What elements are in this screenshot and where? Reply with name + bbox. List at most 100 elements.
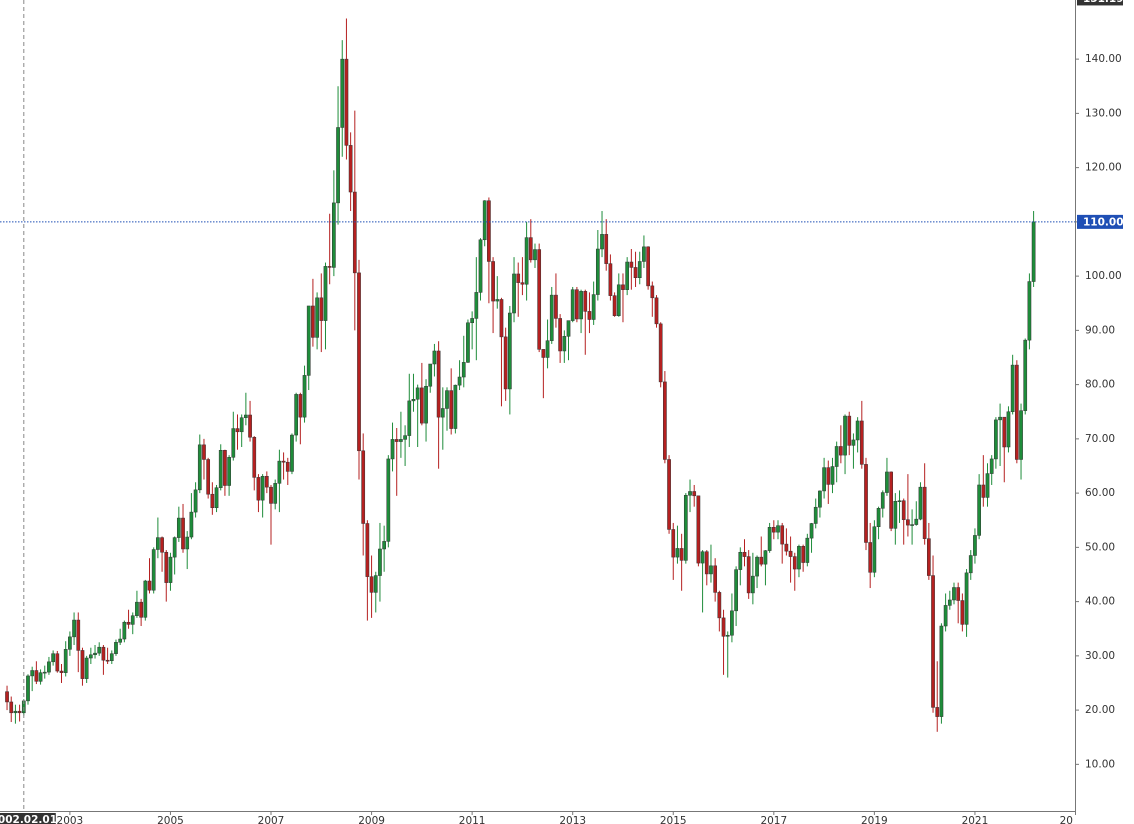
candle-body <box>629 261 634 268</box>
candle-body <box>277 460 282 484</box>
candle-body <box>105 659 110 662</box>
y-tick-label: 120.00 <box>1085 162 1122 174</box>
candle-body <box>239 417 244 433</box>
candle-body <box>780 525 785 545</box>
candle-body <box>210 493 215 509</box>
candle-body <box>260 476 265 501</box>
candle-body <box>487 200 491 262</box>
candle-body <box>491 261 495 302</box>
x-tick-label: 2007 <box>258 815 285 824</box>
candle-body <box>742 551 747 557</box>
candle-body <box>931 575 935 708</box>
candle-body <box>403 435 407 440</box>
candle-body <box>424 385 428 424</box>
candle-body <box>788 550 793 557</box>
candle-body <box>968 555 973 574</box>
candle-body <box>76 619 81 651</box>
candle-body <box>306 305 311 376</box>
candle-body <box>642 246 646 262</box>
candle-body <box>927 538 931 576</box>
candle-body <box>26 675 30 702</box>
candle-body <box>503 336 508 390</box>
candle-body <box>575 289 579 320</box>
candle-body <box>973 535 977 556</box>
candle-body <box>696 495 701 564</box>
candle-body <box>214 487 219 509</box>
candle-body <box>415 387 420 400</box>
x-tick-label: 2013 <box>559 815 586 824</box>
candle-body <box>315 297 319 338</box>
candle-body <box>445 390 449 409</box>
candle-body <box>738 551 743 570</box>
candle-body <box>1002 416 1007 448</box>
candle-body <box>143 580 148 618</box>
candle-body <box>625 261 630 290</box>
candle-body <box>1010 364 1015 412</box>
candle-body <box>231 428 236 458</box>
candle-body <box>495 299 500 302</box>
candle-body <box>834 446 839 467</box>
candle-body <box>59 670 64 673</box>
candle-body <box>717 592 722 619</box>
candle-body <box>344 58 349 146</box>
candle-body <box>298 394 303 418</box>
candle-body <box>294 394 299 436</box>
candle-body <box>394 439 399 442</box>
x-tick-label: 2003 <box>57 815 84 824</box>
candle-body <box>185 536 190 550</box>
candle-body <box>528 237 533 261</box>
candle-body <box>537 249 542 350</box>
candle-body <box>646 246 650 287</box>
y-tick-label: 50.00 <box>1085 541 1115 553</box>
candle-body <box>55 653 60 672</box>
candle-body <box>218 450 223 488</box>
candle-body <box>168 556 173 583</box>
candle-body <box>730 610 734 636</box>
candle-body <box>13 710 18 714</box>
candle-body <box>1023 339 1028 411</box>
candle-body <box>822 467 826 492</box>
candle-body <box>918 486 923 520</box>
candle-body <box>47 661 51 673</box>
candle-body <box>151 549 156 591</box>
candle-body <box>734 569 738 612</box>
candle-body <box>109 653 114 661</box>
top-tag-label: 151.19 <box>1083 0 1124 5</box>
candle-body <box>683 495 688 561</box>
candle-body <box>378 548 382 576</box>
candle-body <box>420 387 424 424</box>
candle-body <box>889 471 893 529</box>
candle-body <box>340 58 345 128</box>
y-tick-label: 140.00 <box>1085 53 1122 65</box>
candle-body <box>256 477 261 501</box>
x-tick-label: 2017 <box>760 815 787 824</box>
price-tag-label: 110.00 <box>1083 216 1124 228</box>
x-tick-label: 2005 <box>157 815 184 824</box>
top-tag <box>1077 0 1123 6</box>
candle-body <box>558 318 562 352</box>
candle-body <box>101 646 106 661</box>
candle-body <box>855 420 860 441</box>
candle-body <box>461 362 466 378</box>
candle-body <box>595 248 600 295</box>
candle-body <box>336 127 340 204</box>
candle-body <box>554 294 558 319</box>
y-tick-label: 30.00 <box>1085 650 1115 662</box>
y-tick-label: 80.00 <box>1085 379 1115 391</box>
candle-body <box>880 492 885 509</box>
candle-body <box>960 600 965 625</box>
candle-body <box>97 646 102 654</box>
candle-body <box>776 525 780 533</box>
candle-body <box>470 318 474 324</box>
candle-body <box>725 634 730 637</box>
candle-body <box>34 670 39 682</box>
candle-body <box>947 599 952 606</box>
candle-body <box>386 458 391 542</box>
candle-body <box>361 450 366 524</box>
candle-body <box>1006 411 1011 448</box>
candle-body <box>181 517 185 550</box>
candle-body <box>868 542 873 573</box>
candle-body <box>654 297 659 325</box>
candle-body <box>906 519 910 526</box>
candle-body <box>952 587 956 601</box>
